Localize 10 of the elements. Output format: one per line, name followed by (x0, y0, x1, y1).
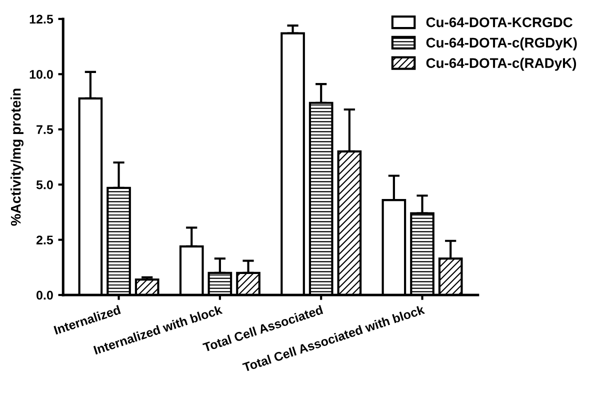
legend-label: Cu-64-DOTA-c(RADyK) (426, 58, 576, 71)
y-tick-label: 2.5 (36, 236, 54, 244)
y-tick-label: 10.0 (30, 70, 53, 79)
legend-label: Cu-64-DOTA-c(RGDyK) (426, 37, 577, 50)
y-axis-title: %Activity/mg protein (10, 88, 24, 226)
y-tick-label: 5.0 (36, 180, 53, 190)
y-tick-label: 0.0 (36, 290, 53, 300)
legend-label: Cu-64-DOTA-KCRGDC (426, 17, 572, 28)
y-tick-label: 12.5 (30, 14, 54, 24)
y-tick-label: 7.5 (36, 125, 54, 134)
